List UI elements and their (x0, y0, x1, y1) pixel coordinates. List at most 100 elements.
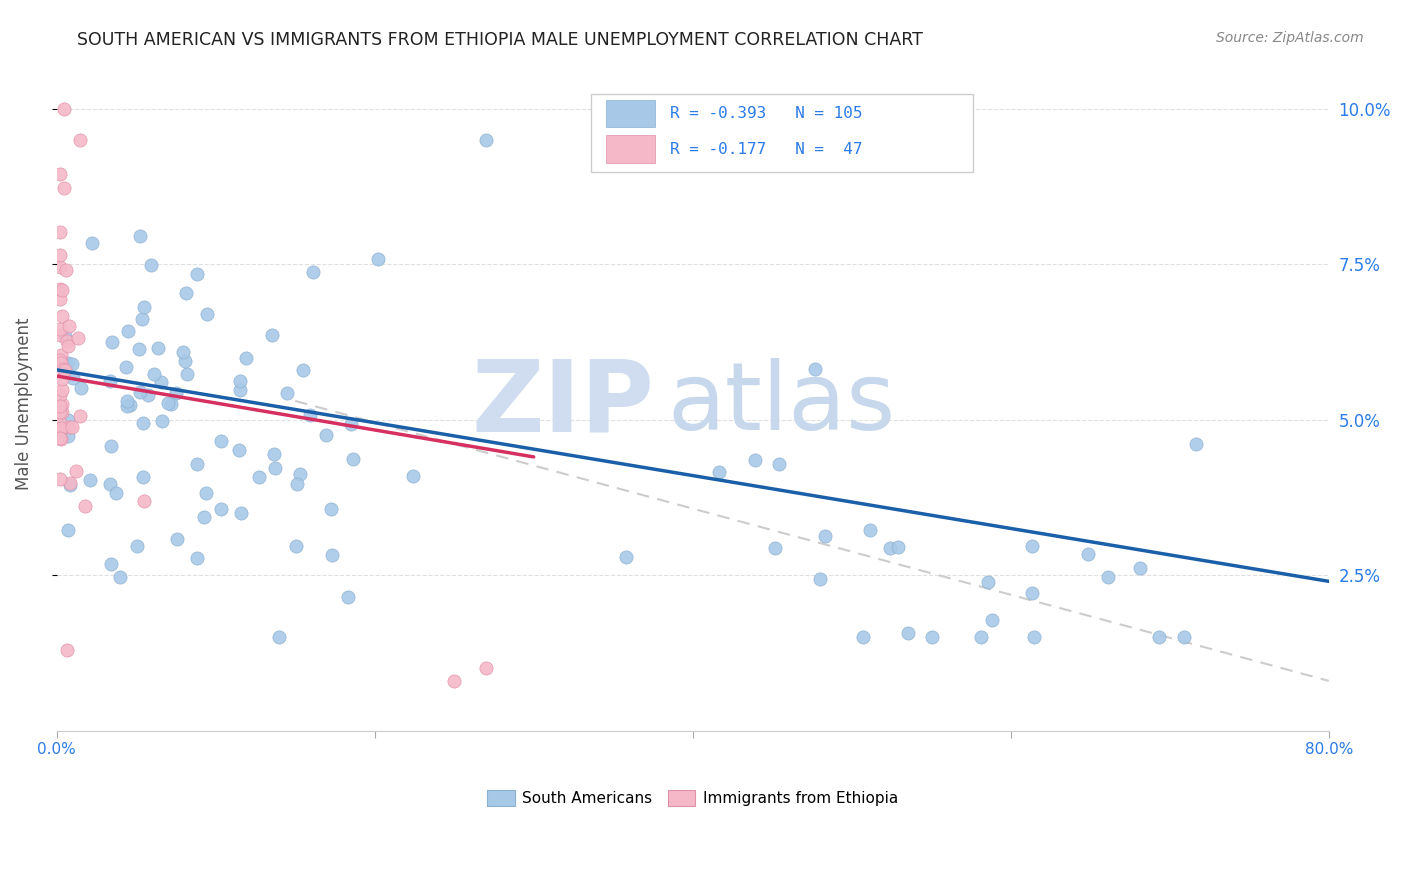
Point (60, 420, 83, 434)
Point (336, 590, 359, 604)
Point (131, 312, 153, 326)
Point (56, 643, 79, 657)
Point (744, 453, 766, 467)
Point (443, 673, 465, 688)
Point (228, 442, 250, 457)
Point (292, 363, 315, 377)
Point (49, 388, 72, 402)
Point (79, 473, 101, 487)
Point (814, 529, 837, 543)
Point (285, 477, 308, 491)
Point (1022, 630, 1045, 644)
Point (176, 367, 198, 381)
Point (51, 310, 73, 324)
Point (235, 351, 257, 365)
Point (131, 470, 153, 484)
Point (51, 397, 73, 411)
Point (49, 431, 72, 445)
Point (247, 470, 270, 484)
Point (285, 539, 308, 553)
Point (193, 510, 215, 524)
Point (49, 472, 72, 486)
Point (803, 361, 825, 376)
Point (887, 540, 910, 554)
Point (299, 409, 322, 423)
Point (69, 133, 91, 147)
Point (52, 361, 75, 376)
Point (195, 307, 218, 321)
Point (73, 499, 96, 513)
Point (69, 409, 91, 424)
Point (768, 457, 790, 471)
Point (402, 468, 425, 483)
Text: R = -0.177   N =  47: R = -0.177 N = 47 (669, 142, 862, 156)
Point (58, 420, 80, 434)
Point (132, 416, 155, 430)
Point (1129, 561, 1152, 575)
Text: Source: ZipAtlas.com: Source: ZipAtlas.com (1216, 31, 1364, 45)
Point (49, 292, 72, 306)
Point (209, 434, 232, 448)
Point (132, 494, 155, 508)
Point (1097, 570, 1119, 584)
Point (49, 423, 72, 437)
Point (128, 385, 150, 400)
Point (53, 329, 76, 343)
Point (115, 393, 138, 408)
Point (58, 318, 80, 333)
Point (100, 558, 122, 572)
Point (127, 539, 149, 553)
Y-axis label: Male Unemployment: Male Unemployment (15, 318, 32, 491)
Point (56, 523, 79, 537)
Point (80, 236, 103, 251)
Point (104, 485, 127, 500)
Point (981, 613, 1004, 627)
Point (921, 630, 943, 644)
Point (115, 359, 138, 374)
Point (186, 267, 208, 281)
Point (141, 258, 163, 272)
Point (1147, 630, 1170, 644)
Point (970, 630, 993, 644)
Point (763, 541, 786, 556)
Text: R = -0.393   N = 105: R = -0.393 N = 105 (669, 106, 862, 121)
Point (315, 428, 337, 442)
Point (150, 415, 173, 429)
Point (53, 363, 76, 377)
Text: SOUTH AMERICAN VS IMMIGRANTS FROM ETHIOPIA MALE UNEMPLOYMENT CORRELATION CHART: SOUTH AMERICAN VS IMMIGRANTS FROM ETHIOP… (77, 31, 924, 49)
Point (166, 533, 188, 547)
Point (302, 265, 325, 279)
Point (52, 102, 75, 116)
Point (51, 383, 73, 397)
Point (342, 452, 364, 467)
Point (49, 322, 72, 336)
Point (110, 569, 132, 583)
Point (186, 458, 208, 472)
Point (70, 380, 93, 394)
Point (260, 327, 283, 342)
Point (49, 282, 72, 296)
Point (128, 342, 150, 356)
Point (229, 506, 252, 520)
Point (49, 416, 72, 430)
Point (614, 549, 637, 564)
Point (51, 405, 73, 419)
Point (60, 357, 83, 371)
Point (49, 225, 72, 239)
Legend: South Americans, Immigrants from Ethiopia: South Americans, Immigrants from Ethiopi… (481, 784, 904, 813)
Point (49, 357, 72, 371)
Point (367, 252, 389, 267)
Point (172, 345, 194, 359)
Point (339, 417, 361, 432)
Point (49, 327, 72, 342)
Point (129, 229, 152, 244)
Point (1173, 630, 1195, 644)
Point (1021, 586, 1043, 600)
Point (51, 283, 73, 297)
Point (49, 421, 72, 435)
Point (101, 335, 124, 350)
Point (156, 396, 179, 410)
Point (160, 397, 183, 411)
FancyBboxPatch shape (606, 100, 655, 128)
Point (475, 133, 498, 147)
